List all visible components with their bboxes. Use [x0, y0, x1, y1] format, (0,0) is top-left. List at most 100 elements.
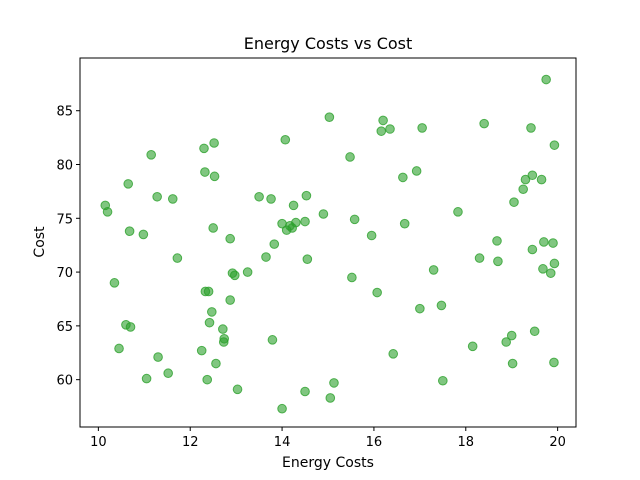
plot-frame: [79, 57, 577, 428]
data-point-22: [204, 317, 215, 328]
data-point-1: [102, 207, 113, 217]
y-tick-label: 70: [56, 266, 73, 281]
data-point-89: [527, 244, 538, 255]
data-point-88: [527, 170, 538, 181]
data-point-5: [123, 179, 134, 189]
data-point-58: [345, 152, 355, 162]
data-point-14: [167, 194, 178, 204]
data-point-7: [125, 322, 136, 332]
data-point-40: [267, 335, 278, 345]
data-point-49: [291, 217, 301, 228]
data-point-52: [302, 254, 313, 264]
data-point-54: [318, 209, 329, 219]
data-point-87: [526, 123, 536, 133]
data-point-69: [411, 166, 422, 176]
data-point-91: [536, 174, 547, 185]
data-point-79: [492, 236, 502, 246]
data-point-23: [207, 307, 217, 317]
data-point-9: [141, 373, 152, 384]
data-point-72: [428, 265, 439, 275]
data-point-6: [124, 226, 135, 237]
data-point-77: [474, 253, 485, 263]
data-point-38: [261, 252, 271, 262]
data-point-16: [196, 345, 207, 356]
data-point-65: [385, 124, 395, 134]
data-point-44: [280, 134, 291, 145]
data-point-78: [479, 118, 489, 129]
x-axis-label: Energy Costs: [282, 455, 374, 471]
data-point-73: [436, 300, 447, 311]
y-axis-label: Cost: [32, 226, 48, 258]
data-point-99: [549, 140, 560, 150]
data-point-37: [254, 191, 264, 202]
data-point-71: [417, 123, 427, 133]
data-point-3: [114, 343, 124, 354]
data-point-97: [549, 258, 560, 269]
x-tick-label: 18: [458, 435, 475, 450]
data-point-92: [538, 264, 548, 274]
data-point-36: [242, 267, 253, 277]
x-tick-label: 10: [90, 435, 107, 450]
y-tick-label: 80: [56, 159, 73, 174]
data-point-51: [301, 190, 312, 201]
data-point-42: [277, 403, 287, 414]
data-point-28: [218, 324, 228, 334]
data-point-90: [529, 326, 540, 337]
data-point-67: [398, 172, 408, 183]
data-point-32: [225, 295, 235, 305]
y-tick-label: 75: [56, 212, 73, 227]
data-point-61: [366, 230, 377, 241]
data-point-53: [300, 386, 310, 397]
data-point-80: [493, 256, 503, 267]
data-point-21: [202, 374, 213, 385]
data-point-17: [199, 143, 209, 154]
data-point-59: [347, 272, 357, 283]
data-point-24: [208, 223, 218, 233]
y-tick-label: 85: [56, 105, 73, 120]
data-point-82: [506, 330, 517, 341]
data-point-50: [300, 216, 310, 227]
data-point-31: [225, 233, 235, 244]
data-point-57: [329, 378, 339, 388]
data-point-12: [153, 352, 163, 362]
data-point-41: [269, 239, 280, 249]
data-point-84: [509, 197, 519, 207]
data-point-62: [372, 287, 382, 298]
data-point-96: [548, 238, 558, 248]
data-point-10: [146, 150, 156, 160]
data-point-11: [152, 191, 162, 202]
x-tick-label: 16: [366, 435, 383, 450]
data-point-60: [349, 214, 360, 225]
data-point-2: [109, 278, 120, 288]
data-point-76: [467, 341, 478, 352]
data-point-30: [219, 333, 230, 344]
y-axis: 60 65 70 75 80 85: [56, 105, 80, 389]
x-tick-label: 14: [274, 435, 291, 450]
x-axis: 10 12 14 16 18 20: [90, 427, 566, 450]
data-point-55: [324, 112, 335, 122]
data-point-13: [163, 368, 173, 379]
data-point-34: [229, 270, 240, 281]
y-tick-label: 65: [56, 320, 73, 335]
data-point-20: [203, 286, 214, 297]
data-point-86: [520, 174, 531, 185]
data-point-98: [549, 357, 559, 368]
data-point-70: [415, 303, 425, 314]
x-tick-label: 12: [182, 435, 199, 450]
data-point-25: [209, 138, 219, 148]
data-point-39: [266, 194, 276, 204]
y-tick-label: 60: [56, 374, 73, 389]
data-point-56: [325, 393, 336, 403]
chart-title: Energy Costs vs Cost: [244, 34, 413, 53]
data-point-83: [507, 358, 518, 369]
data-point-66: [388, 349, 399, 359]
data-point-48: [288, 200, 299, 211]
data-point-94: [541, 74, 551, 85]
data-point-8: [138, 229, 149, 240]
data-point-74: [438, 375, 448, 386]
data-point-26: [209, 171, 220, 182]
data-point-63: [376, 126, 387, 136]
data-point-18: [200, 167, 210, 177]
data-point-95: [545, 268, 556, 278]
